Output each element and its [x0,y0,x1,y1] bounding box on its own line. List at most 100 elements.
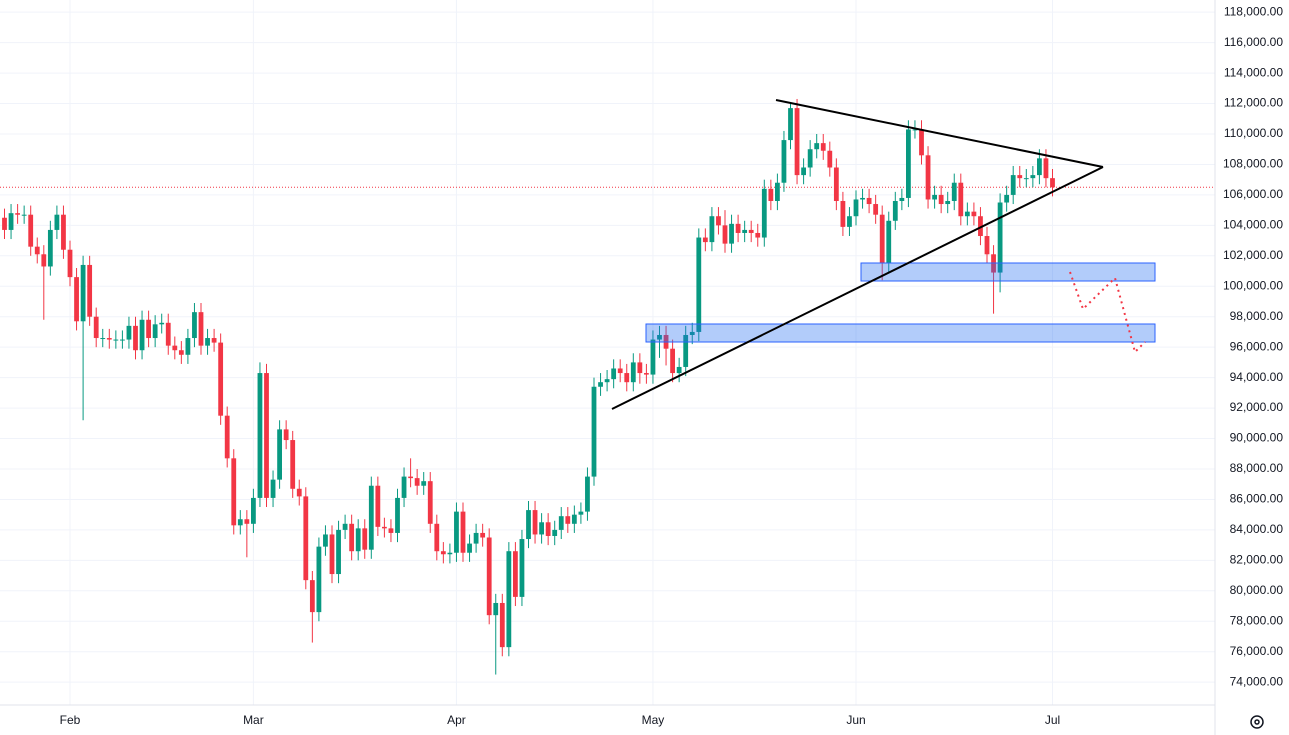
candle-body [539,522,544,535]
candle-body [368,485,374,550]
candle-body [1017,175,1023,179]
candle-body [493,602,499,616]
candle-body [382,526,387,529]
y-tick-label: 96,000.00 [1230,339,1284,353]
x-tick-label: Mar [243,713,264,727]
candle-body [886,220,892,264]
y-tick-label: 98,000.00 [1230,309,1284,323]
candle-body [526,510,531,540]
y-tick-label: 82,000.00 [1230,553,1284,567]
candle-body [984,236,990,255]
candle-body [67,249,73,278]
candle-body [283,429,289,441]
candle-body [159,322,165,325]
candle-body [735,223,741,233]
candle-body [624,373,630,383]
y-tick-label: 104,000.00 [1223,218,1283,232]
candle-body [440,551,446,555]
candle-body [34,246,40,255]
candle-body [427,481,433,524]
candle-body [54,214,60,230]
candle-body [237,519,243,526]
trend-line [611,166,1104,410]
candle-body [978,216,983,237]
candle-body [932,194,937,200]
x-tick-label: Apr [447,713,466,727]
candle-body [761,188,767,238]
candle-body [722,225,728,244]
candle-body [296,488,302,497]
candle-body [585,476,590,512]
candle-body [362,528,368,550]
candle-body [21,214,27,216]
candle-body [598,382,603,387]
candle-body [964,211,970,217]
candle-body [513,551,518,597]
candle-body [755,232,761,238]
candle-body [604,379,610,383]
candle-body [15,213,20,215]
y-tick-label: 90,000.00 [1230,431,1284,445]
candle-body [198,312,204,346]
y-tick-label: 118,000.00 [1224,4,1283,18]
candle-body [814,143,820,150]
candle-body [47,229,53,267]
candle-body [683,334,689,367]
candle-body [873,204,879,215]
y-tick-label: 76,000.00 [1230,644,1284,658]
x-tick-label: Jun [846,713,865,727]
candle-body [866,197,872,205]
candle-body [388,528,394,533]
candle-body [853,199,859,217]
candle-body [192,312,197,339]
candle-body [945,200,951,205]
candle-body [630,362,636,383]
candle-body [748,229,754,233]
y-tick-label: 86,000.00 [1230,492,1284,506]
candle-body [100,338,106,340]
y-tick-label: 100,000.00 [1223,278,1283,292]
candle-body [807,149,813,168]
candle-body [892,200,898,221]
candle-body [1037,158,1042,176]
candle-body [951,182,957,201]
candle-body [165,322,171,346]
candle-body [820,143,826,151]
candle-body [689,331,695,335]
candle-body [342,523,348,530]
candle-body [506,551,512,648]
candle-body [421,481,427,486]
candle-body [833,167,839,201]
y-tick-label: 116,000.00 [1224,35,1283,49]
candle-body [460,511,466,553]
candle-body [395,497,400,533]
candle-body [205,338,210,346]
candle-body [467,543,472,553]
candle-body [545,522,551,536]
candle-body [486,537,492,616]
candle-body [565,516,571,524]
candle-body [781,140,787,183]
candle-body [61,214,66,250]
candle-body [264,373,269,498]
candle-body [257,373,263,498]
candle-body [408,476,413,479]
candle-body [788,108,793,141]
candle-body [329,534,335,575]
x-tick-label: May [642,713,665,727]
candle-body [938,194,944,205]
candle-body [41,254,47,267]
candle-body [925,155,931,200]
candle-body [139,319,145,351]
candle-body [309,580,315,613]
settings-icon[interactable] [1250,715,1264,729]
candle-body [401,476,407,498]
candle-body [113,339,119,341]
support-zone [860,262,1156,282]
candle-body [958,182,964,217]
candle-body [178,350,184,355]
candle-body [879,214,885,264]
candle-body [336,529,341,575]
